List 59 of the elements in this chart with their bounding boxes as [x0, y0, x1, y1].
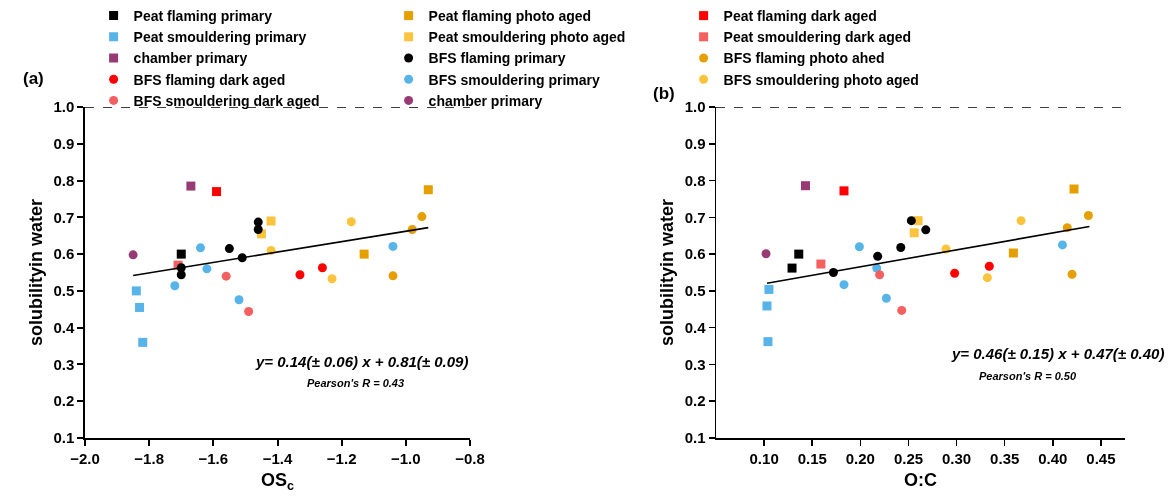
y-tick-label: 0.3	[684, 355, 706, 373]
x-tick-label: −1.0	[391, 449, 421, 467]
y-tick-label: 0.9	[53, 135, 75, 153]
legend-label: BFS flaming dark aged	[133, 71, 286, 88]
y-tick-label: 1.0	[684, 98, 706, 116]
legend-label: chamber primary	[133, 50, 248, 67]
y-tick-label: 0.9	[684, 135, 706, 153]
y-tick-label: 0.2	[684, 392, 706, 410]
y-tick-label: 0.4	[684, 318, 707, 336]
y-tick-label: 0.8	[53, 171, 75, 189]
y-axis-title: solubilityin water	[26, 198, 47, 347]
x-tick-label: −1.4	[262, 449, 293, 467]
y-tick-label: 0.5	[684, 282, 706, 300]
x-tick-label: 0.45	[1086, 449, 1116, 467]
x-tick-label: 0.25	[893, 449, 924, 467]
x-tick-label: 0.35	[990, 449, 1020, 467]
x-axis-title: OS$_{c}$	[260, 470, 295, 494]
legend-label: BFS flaming primary	[428, 50, 566, 67]
x-tick-label: 0.20	[845, 449, 875, 467]
y-tick-label: 0.8	[684, 171, 706, 189]
y-tick-label: 1.0	[53, 98, 75, 116]
x-axis-title: O:C	[904, 470, 937, 491]
y-tick-label: 0.2	[53, 392, 75, 410]
y-tick-label: 0.6	[684, 245, 706, 263]
y-tick-label: 0.3	[53, 355, 75, 373]
legend-label: Peat flaming primary	[133, 8, 273, 25]
x-tick-label: 0.40	[1038, 449, 1068, 467]
y-tick-label: 0.4	[53, 318, 75, 336]
x-tick-label: −1.6	[198, 449, 229, 467]
chart-title: (a)	[23, 69, 44, 88]
x-tick-label: −0.8	[455, 449, 485, 467]
legend-label: BFS smouldering photo aged	[723, 71, 919, 88]
legend-label: Peat flaming dark aged	[723, 8, 877, 25]
x-tick-label: −1.8	[134, 449, 164, 467]
legend-label: Peat flaming photo aged	[428, 8, 592, 25]
y-tick-label: 0.1	[684, 429, 706, 447]
legend-label: Peat smouldering photo aged	[428, 29, 626, 46]
y-axis-title: solubilityin water	[657, 198, 678, 347]
annotation: Pearson's R = 0.50	[979, 370, 1077, 382]
annotation: y= 0.14(± 0.06) x + 0.81(± 0.09)	[255, 353, 469, 370]
y-tick-label: 0.7	[684, 208, 706, 226]
chart-title: (b)	[653, 84, 675, 103]
y-tick-label: 0.1	[53, 429, 75, 447]
legend-label: BFS smouldering primary	[428, 71, 600, 88]
annotation: y= 0.46(± 0.15) x + 0.47(± 0.40)	[951, 345, 1165, 362]
x-tick-label: 0.15	[797, 449, 827, 467]
x-tick-label: −1.2	[326, 449, 357, 467]
x-tick-label: 0.30	[941, 449, 972, 467]
x-tick-label: 0.10	[749, 449, 779, 467]
y-tick-label: 0.7	[53, 208, 75, 226]
legend-label: Peat smouldering dark aged	[723, 29, 912, 46]
legend-label: chamber primary	[428, 92, 543, 109]
y-tick-label: 0.5	[53, 282, 75, 300]
legend-label: BFS smouldering dark aged	[133, 92, 320, 109]
legend-label: Peat smouldering primary	[133, 29, 307, 46]
annotation: Pearson's R = 0.43	[307, 377, 405, 389]
x-tick-label: −2.0	[70, 449, 100, 467]
y-tick-label: 0.6	[53, 245, 75, 263]
legend-label: BFS flaming photo ahed	[723, 50, 885, 67]
